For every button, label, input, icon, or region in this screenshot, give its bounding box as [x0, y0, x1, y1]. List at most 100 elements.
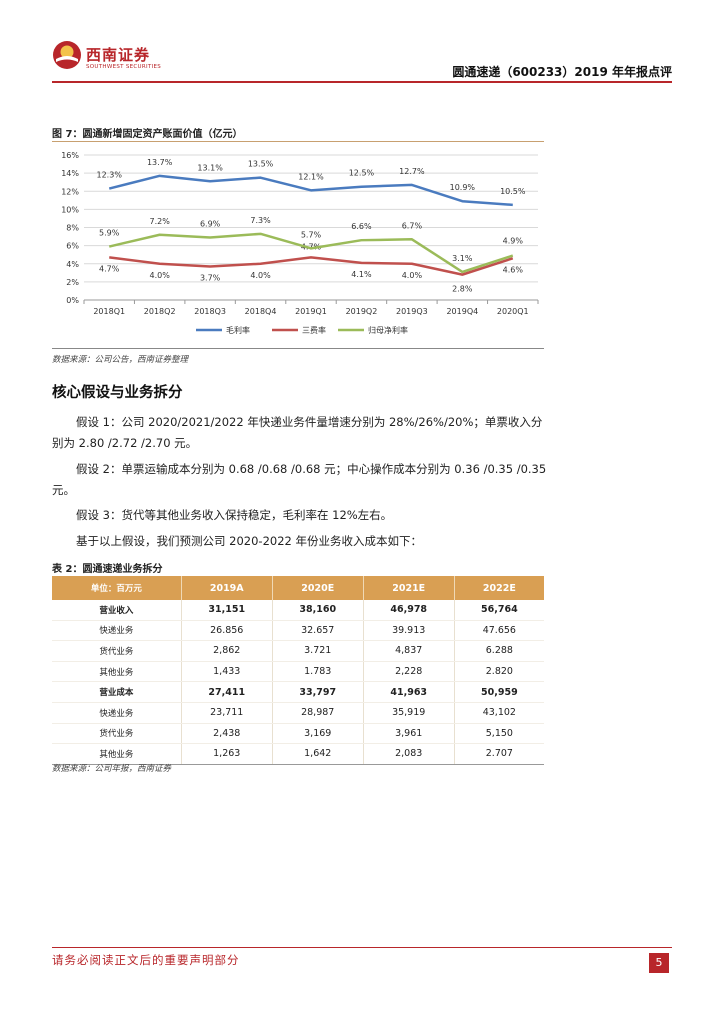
table-cell: 46,978 [362, 600, 455, 621]
data-label: 6.6% [351, 222, 372, 231]
data-label: 13.1% [197, 163, 223, 172]
data-label: 12.7% [399, 167, 425, 176]
table-cell: 28,987 [271, 702, 364, 724]
y-tick-label: 2% [66, 278, 79, 287]
x-tick-label: 2019Q3 [396, 307, 428, 316]
data-label: 4.0% [402, 271, 423, 280]
legend-label: 毛利率 [226, 325, 250, 335]
x-tick-label: 2018Q3 [194, 307, 226, 316]
y-tick-label: 16% [61, 151, 79, 160]
table-cell: 3.721 [271, 640, 364, 662]
data-label: 4.1% [351, 270, 372, 279]
table-row: 其他业务 1,433 1.783 2,228 2.820 [52, 661, 544, 683]
y-tick-label: 0% [66, 296, 79, 305]
data-label: 13.5% [248, 160, 274, 169]
series-line-1 [109, 256, 514, 276]
header-divider [52, 81, 672, 83]
figure-title: 图 7：圆通新增固定资产账面价值（亿元） [52, 129, 243, 140]
table-cell: 2.707 [453, 743, 544, 765]
data-label: 4.7% [301, 242, 322, 251]
report-title: 圆通速递（600233）2019 年年报点评 [452, 65, 672, 79]
forecast-intro: 基于以上假设，我们预测公司 2020-2022 年份业务收入成本如下： [76, 534, 422, 548]
data-label: 10.5% [500, 187, 526, 196]
table-header-2021e: 2021E [362, 576, 455, 600]
table-cell: 1,433 [180, 661, 273, 683]
assumption-1: 假设 1：公司 2020/2021/2022 年快递业务件量增速分别为 28%/… [52, 415, 543, 450]
x-tick-label: 2019Q1 [295, 307, 327, 316]
table-cell: 50,959 [453, 681, 544, 703]
data-label: 13.7% [147, 158, 173, 167]
logo-subtitle: SOUTHWEST SECURITIES [86, 64, 162, 70]
figure-source: 数据来源：公司公告，西南证券整理 [52, 355, 189, 365]
data-label: 6.7% [402, 221, 423, 230]
table-cell: 1,642 [271, 743, 364, 765]
assumption-3: 假设 3：货代等其他业务收入保持稳定，毛利率在 12%左右。 [76, 508, 393, 522]
table-header-unit: 单位：百万元 [52, 576, 182, 600]
margin-line-chart: 0% 2% 4% 6% 8% 10% 12% 14% 16% 2018Q1 2018Q2 2018Q3… [61, 151, 539, 335]
data-label: 4.0% [250, 271, 271, 280]
data-label: 7.3% [250, 216, 271, 225]
x-tick-label: 2018Q1 [93, 307, 125, 316]
table-cell: 1,263 [180, 743, 273, 765]
data-label: 5.7% [301, 230, 322, 239]
data-label: 10.9% [450, 183, 476, 192]
data-label: 4.0% [150, 271, 171, 280]
footer-disclaimer: 请务必阅读正文后的重要声明部分 [52, 953, 240, 967]
row-label: 营业收入 [52, 600, 182, 621]
table-cell: 33,797 [271, 681, 364, 703]
company-logo: 西南证券 SOUTHWEST SECURITIES [52, 40, 222, 80]
table-cell: 27,411 [180, 681, 273, 703]
data-label: 12.1% [298, 172, 324, 181]
table-row: 货代业务 2,438 3,169 3,961 5,150 [52, 723, 544, 745]
data-label: 4.6% [503, 265, 524, 274]
y-tick-label: 12% [61, 187, 79, 196]
table-header-2019a: 2019A [180, 576, 273, 600]
table-cell: 3,169 [271, 723, 364, 745]
table-header-row: 单位：百万元 2019A 2020E 2021E 2022E [52, 576, 544, 600]
table-header-2020e: 2020E [271, 576, 364, 600]
row-label: 其他业务 [52, 743, 182, 765]
row-label: 营业成本 [52, 681, 182, 703]
data-label: 3.1% [452, 254, 473, 263]
table-cell: 2.820 [453, 661, 544, 683]
x-tick-label: 2019Q2 [346, 307, 378, 316]
logo-name: 西南证券 [86, 46, 151, 64]
table-cell: 35,919 [362, 702, 455, 724]
table-source: 数据来源：公司年报，西南证券 [52, 764, 172, 774]
data-label: 7.2% [150, 217, 171, 226]
logo-emblem-icon [53, 41, 81, 69]
table-cell: 23,711 [180, 702, 273, 724]
y-tick-label: 8% [66, 224, 79, 233]
x-tick-label: 2020Q1 [497, 307, 529, 316]
series-line-0 [108, 174, 513, 207]
page-number: 5 [649, 953, 669, 973]
table-cell: 1.783 [271, 661, 364, 683]
table-cell: 2,862 [180, 640, 273, 662]
table-cell: 4,837 [362, 640, 455, 662]
table-cell: 5,150 [453, 723, 544, 745]
x-tick-label: 2018Q4 [245, 307, 277, 316]
table-cell: 32.657 [271, 620, 364, 642]
row-label: 快递业务 [52, 702, 182, 724]
figure-bottom-rule [52, 348, 544, 349]
table-cell: 31,151 [180, 600, 273, 621]
table-row: 营业收入 31,151 38,160 46,978 56,764 [52, 600, 544, 621]
table-cell: 26.856 [180, 620, 273, 642]
row-label: 货代业务 [52, 640, 182, 662]
row-label: 货代业务 [52, 723, 182, 745]
assumption-2: 假设 2：单票运输成本分别为 0.68 /0.68 /0.68 元；中心操作成本… [52, 462, 547, 497]
table-row: 营业成本 27,411 33,797 41,963 50,959 [52, 681, 544, 703]
table-title: 表 2：圆通速递业务拆分 [52, 564, 163, 575]
y-tick-label: 14% [61, 169, 79, 178]
y-tick-label: 4% [66, 260, 79, 269]
table-cell: 6.288 [453, 640, 544, 662]
data-label: 2.8% [452, 285, 473, 294]
legend-label: 三费率 [302, 325, 326, 335]
business-breakdown-table: 单位：百万元 2019A 2020E 2021E 2022E 营业收入 31,1… [52, 576, 544, 765]
row-label: 其他业务 [52, 661, 182, 683]
x-tick-label: 2018Q2 [144, 307, 176, 316]
table-cell: 41,963 [362, 681, 455, 703]
figure-top-rule [52, 141, 544, 142]
table-cell: 56,764 [453, 600, 544, 621]
table-cell: 2,083 [362, 743, 455, 765]
